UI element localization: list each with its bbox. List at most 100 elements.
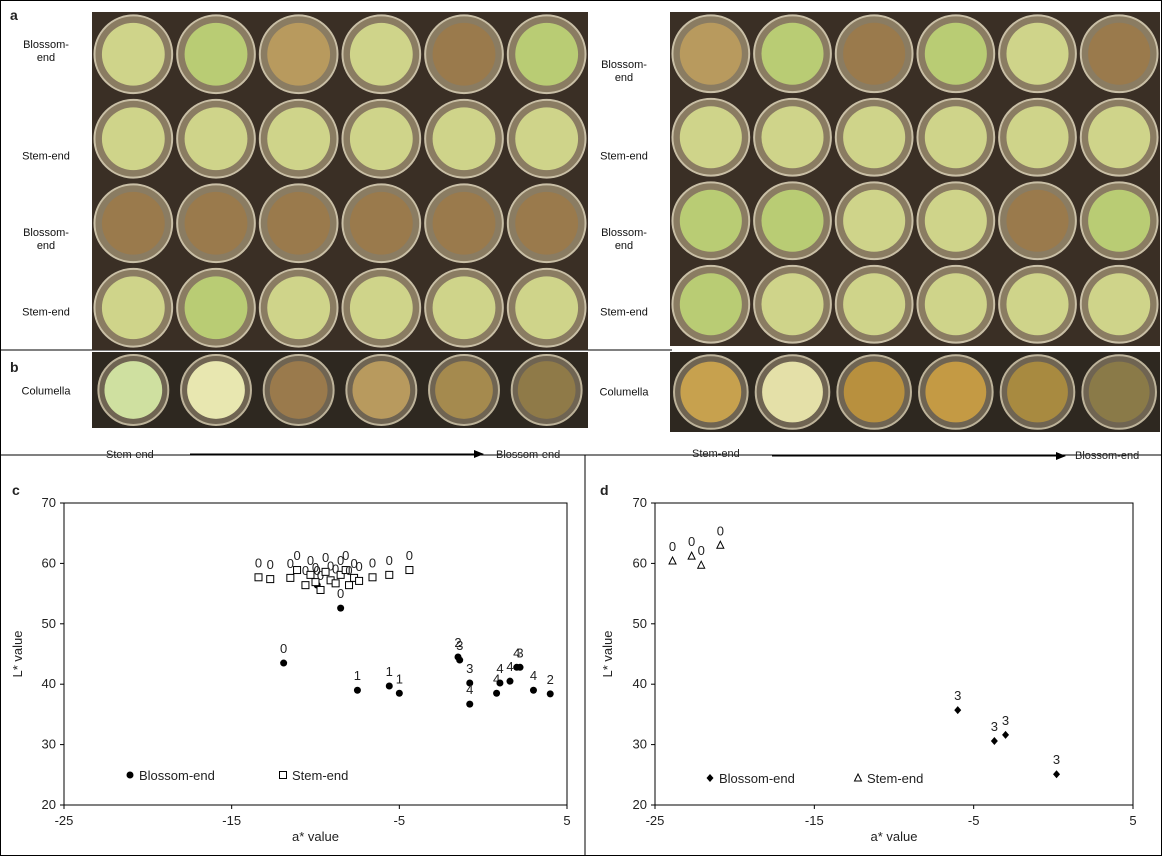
point bbox=[354, 687, 361, 694]
well-tissue bbox=[680, 273, 742, 335]
point bbox=[688, 552, 695, 559]
score-label: 3 bbox=[1053, 752, 1060, 767]
panel-label: a bbox=[10, 7, 18, 23]
well-tissue bbox=[267, 192, 330, 255]
legend-label: Stem-end bbox=[292, 768, 348, 783]
score-label: 4 bbox=[506, 659, 513, 674]
well-tissue bbox=[267, 107, 330, 170]
well-tissue bbox=[925, 106, 987, 168]
score-label: 1 bbox=[354, 668, 361, 683]
well-tissue bbox=[102, 107, 165, 170]
score-label: 0 bbox=[280, 641, 287, 656]
well-tissue bbox=[761, 106, 823, 168]
x-tick-label: -15 bbox=[222, 813, 241, 828]
score-label: 0 bbox=[337, 586, 344, 601]
y-axis-title: L* value bbox=[600, 631, 615, 678]
x-tick-label: -5 bbox=[968, 813, 980, 828]
well-tissue bbox=[102, 276, 165, 339]
y-tick-label: 60 bbox=[633, 555, 647, 570]
well-tissue bbox=[104, 361, 162, 419]
well-tissue bbox=[1006, 273, 1068, 335]
figure-canvas: a b Stem-end Blossom-end Stem-end Blosso… bbox=[0, 0, 1162, 856]
score-label: 4 bbox=[530, 668, 537, 683]
well-tissue bbox=[352, 361, 410, 419]
well-tissue bbox=[515, 23, 578, 86]
well-tissue bbox=[1089, 362, 1150, 423]
point bbox=[669, 557, 676, 564]
point bbox=[698, 561, 705, 568]
point bbox=[991, 737, 998, 745]
well-tissue bbox=[185, 107, 248, 170]
score-label: 0 bbox=[386, 553, 393, 568]
y-tick-label: 50 bbox=[633, 616, 647, 631]
well-tissue bbox=[1088, 273, 1150, 335]
plot-area bbox=[655, 503, 1133, 805]
point bbox=[1053, 770, 1060, 778]
well-tissue bbox=[267, 276, 330, 339]
score-label: 0 bbox=[717, 523, 724, 538]
row-label: Stem-end bbox=[20, 151, 72, 164]
well-tissue bbox=[925, 273, 987, 335]
point bbox=[493, 690, 500, 697]
point bbox=[356, 577, 363, 584]
row-label: Blossom-end bbox=[598, 227, 650, 253]
well-tissue bbox=[1007, 362, 1068, 423]
point bbox=[337, 605, 344, 612]
score-label: 0 bbox=[293, 548, 300, 563]
score-label: 3 bbox=[516, 645, 523, 660]
well-tissue bbox=[844, 362, 905, 423]
y-tick-label: 30 bbox=[633, 737, 647, 752]
well-tissue bbox=[680, 362, 741, 423]
x-tick-label: 5 bbox=[563, 813, 570, 828]
well-tissue bbox=[761, 273, 823, 335]
point bbox=[517, 664, 524, 671]
row-label: Blossom-end bbox=[20, 39, 72, 65]
point bbox=[717, 541, 724, 548]
point bbox=[954, 706, 961, 714]
panel-label: d bbox=[600, 482, 609, 498]
panel-label: c bbox=[12, 482, 20, 498]
blossom-end-label: Blossom-end bbox=[1075, 450, 1139, 462]
point bbox=[280, 660, 287, 667]
score-label: 3 bbox=[466, 661, 473, 676]
row-label: Stem-end bbox=[598, 151, 650, 164]
well-tissue bbox=[680, 106, 742, 168]
point bbox=[386, 571, 393, 578]
point bbox=[317, 586, 324, 593]
point bbox=[466, 701, 473, 708]
x-axis-title: a* value bbox=[292, 829, 339, 844]
y-tick-label: 40 bbox=[633, 676, 647, 691]
point bbox=[294, 567, 301, 574]
score-label: 3 bbox=[1002, 713, 1009, 728]
point bbox=[396, 690, 403, 697]
score-label: 2 bbox=[547, 672, 554, 687]
row-label: Blossom-end bbox=[598, 59, 650, 85]
score-label: 0 bbox=[698, 543, 705, 558]
plot-area bbox=[64, 503, 567, 805]
y-tick-label: 70 bbox=[42, 495, 56, 510]
well-tissue bbox=[187, 361, 245, 419]
point bbox=[1002, 731, 1009, 739]
x-tick-label: -25 bbox=[55, 813, 74, 828]
y-tick-label: 50 bbox=[42, 616, 56, 631]
stem-end-label: Stem-end bbox=[106, 449, 154, 461]
well-tissue bbox=[433, 276, 496, 339]
point bbox=[302, 582, 309, 589]
score-label: 0 bbox=[406, 548, 413, 563]
well-tissue bbox=[270, 361, 328, 419]
well-tissue bbox=[350, 107, 413, 170]
score-label: 3 bbox=[954, 688, 961, 703]
point bbox=[332, 580, 339, 587]
well-tissue bbox=[1006, 23, 1068, 85]
y-tick-label: 40 bbox=[42, 676, 56, 691]
panel-label: b bbox=[10, 359, 19, 375]
well-tissue bbox=[185, 192, 248, 255]
x-tick-label: -25 bbox=[646, 813, 665, 828]
well-tissue bbox=[761, 190, 823, 252]
score-label: 3 bbox=[991, 719, 998, 734]
point bbox=[456, 657, 463, 664]
arrow-head bbox=[474, 450, 484, 458]
point bbox=[386, 683, 393, 690]
well-tissue bbox=[433, 192, 496, 255]
legend-label: Stem-end bbox=[867, 771, 923, 786]
